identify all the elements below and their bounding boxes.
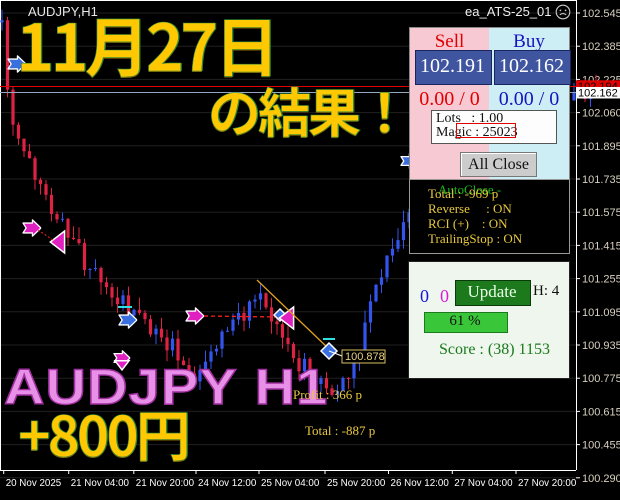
svg-text:101.575: 101.575 bbox=[582, 207, 620, 219]
svg-text:25 Nov 20:00: 25 Nov 20:00 bbox=[327, 478, 386, 489]
svg-text:21 Nov 20:00: 21 Nov 20:00 bbox=[136, 478, 195, 489]
svg-text:20 Nov 2025: 20 Nov 2025 bbox=[6, 478, 62, 489]
svg-text:102.385: 102.385 bbox=[582, 41, 620, 53]
svg-text:100.935: 100.935 bbox=[582, 340, 620, 352]
svg-text:100.455: 100.455 bbox=[582, 440, 620, 452]
svg-text:102.162: 102.162 bbox=[578, 87, 618, 99]
svg-text:21 Nov 04:00: 21 Nov 04:00 bbox=[71, 478, 130, 489]
svg-text:100.878: 100.878 bbox=[345, 351, 385, 363]
svg-text:101.095: 101.095 bbox=[582, 307, 620, 319]
svg-text:25 Nov 04:00: 25 Nov 04:00 bbox=[261, 478, 320, 489]
svg-text:101.255: 101.255 bbox=[582, 274, 620, 286]
svg-text:100.615: 100.615 bbox=[582, 406, 620, 418]
svg-text:102.060: 102.060 bbox=[582, 108, 620, 120]
svg-text:101.895: 101.895 bbox=[582, 141, 620, 153]
svg-text:27 Nov 20:00: 27 Nov 20:00 bbox=[518, 478, 577, 489]
svg-text:100.775: 100.775 bbox=[582, 373, 620, 385]
svg-text:26 Nov 12:00: 26 Nov 12:00 bbox=[391, 478, 450, 489]
svg-text:102.545: 102.545 bbox=[582, 8, 620, 20]
svg-text:24 Nov 12:00: 24 Nov 12:00 bbox=[198, 478, 257, 489]
svg-text:101.735: 101.735 bbox=[582, 174, 620, 186]
svg-text:27 Nov 04:00: 27 Nov 04:00 bbox=[454, 478, 513, 489]
svg-text:100.290: 100.290 bbox=[582, 473, 620, 485]
svg-text:101.415: 101.415 bbox=[582, 240, 620, 252]
